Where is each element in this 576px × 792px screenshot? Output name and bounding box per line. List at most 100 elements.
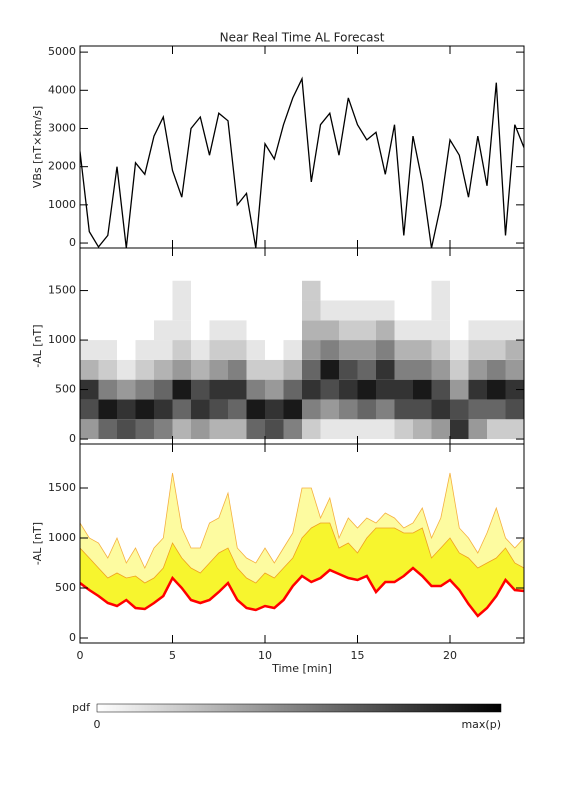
density-cell	[172, 379, 191, 400]
density-cell	[413, 280, 432, 301]
density-cell	[394, 399, 413, 420]
plot-area	[80, 472, 524, 618]
density-cell	[450, 280, 469, 301]
density-cell	[357, 379, 376, 400]
density-cell	[302, 399, 321, 420]
density-cell	[468, 399, 487, 420]
density-cell	[302, 300, 321, 321]
density-cell	[154, 320, 173, 341]
colorbar-max-label: max(p)	[461, 718, 501, 731]
x-tick-label: 0	[77, 649, 84, 662]
density-cell	[135, 320, 154, 341]
line	[80, 76, 524, 248]
density-cell	[265, 280, 284, 301]
density-cell	[450, 359, 469, 380]
density-cell	[505, 379, 524, 400]
x-tick-label: 20	[443, 649, 457, 662]
density-cell	[468, 280, 487, 301]
density-cell	[505, 300, 524, 321]
density-cell	[246, 300, 265, 321]
y-tick-label: 1500	[48, 481, 76, 494]
y-tick-label: 5000	[48, 45, 76, 58]
density-cell	[320, 340, 339, 360]
y-tick-label: 3000	[48, 121, 76, 134]
density-cell	[302, 260, 321, 281]
density-cell	[154, 359, 173, 380]
density-cell	[135, 340, 154, 360]
density-cell	[117, 300, 136, 321]
y-axis-label: -AL [nT]	[31, 522, 44, 565]
density-cell	[98, 399, 117, 420]
density-cell	[468, 320, 487, 341]
density-cell	[154, 379, 173, 400]
density-cell	[80, 320, 99, 341]
density-cell	[117, 379, 136, 400]
density-cell	[209, 419, 228, 440]
density-cell	[191, 419, 210, 440]
density-cell	[246, 280, 265, 301]
density-cell	[394, 379, 413, 400]
density-cell	[450, 399, 469, 420]
density-cell	[283, 340, 302, 360]
density-cell	[172, 300, 191, 321]
density-cell	[339, 359, 358, 380]
density-cell	[154, 280, 173, 301]
axes-frame	[79, 45, 525, 249]
density-cell	[302, 359, 321, 380]
density-cell	[135, 300, 154, 321]
density-cell	[487, 419, 506, 440]
density-cell	[154, 419, 173, 440]
density-cell	[450, 320, 469, 341]
density-cell	[228, 320, 247, 341]
density-cell	[302, 340, 321, 360]
density-cell	[154, 260, 173, 281]
density-cell	[265, 320, 284, 341]
x-tick-label: 5	[169, 649, 176, 662]
density-cell	[468, 379, 487, 400]
density-cell	[117, 340, 136, 360]
density-cell	[505, 419, 524, 440]
density-cell	[431, 379, 450, 400]
density-cell	[246, 320, 265, 341]
density-cell	[320, 280, 339, 301]
y-tick-label: 1000	[48, 198, 76, 211]
density-cell	[209, 300, 228, 321]
density-cell	[283, 379, 302, 400]
density-cell	[302, 320, 321, 341]
density-cell	[487, 379, 506, 400]
density-cell	[98, 280, 117, 301]
density-cell	[320, 359, 339, 380]
density-cell	[98, 359, 117, 380]
density-cell	[339, 379, 358, 400]
density-cell	[191, 280, 210, 301]
density-cell	[172, 340, 191, 360]
density-cell	[283, 419, 302, 440]
density-cell	[283, 260, 302, 281]
density-cell	[376, 280, 395, 301]
density-cell	[320, 399, 339, 420]
y-tick-label: 4000	[48, 83, 76, 96]
density-cell	[487, 359, 506, 380]
density-cell	[505, 320, 524, 341]
density-cell	[209, 320, 228, 341]
density-cell	[154, 340, 173, 360]
density-cell	[357, 320, 376, 341]
density-cell	[487, 260, 506, 281]
y-tick-label: 500	[55, 581, 76, 594]
y-tick-label: 500	[55, 383, 76, 396]
density-cell	[228, 280, 247, 301]
density-cell	[191, 379, 210, 400]
density-cell	[80, 280, 99, 301]
density-cell	[117, 359, 136, 380]
density-cell	[376, 359, 395, 380]
axes-frame	[79, 443, 525, 644]
density-cell	[468, 419, 487, 440]
x-axis-label: Time [min]	[271, 662, 332, 675]
band-fill	[80, 523, 524, 616]
density-cell	[98, 260, 117, 281]
density-cell	[339, 340, 358, 360]
density-cell	[468, 340, 487, 360]
density-cell	[339, 320, 358, 341]
y-tick-label: 1000	[48, 531, 76, 544]
density-cell	[431, 359, 450, 380]
